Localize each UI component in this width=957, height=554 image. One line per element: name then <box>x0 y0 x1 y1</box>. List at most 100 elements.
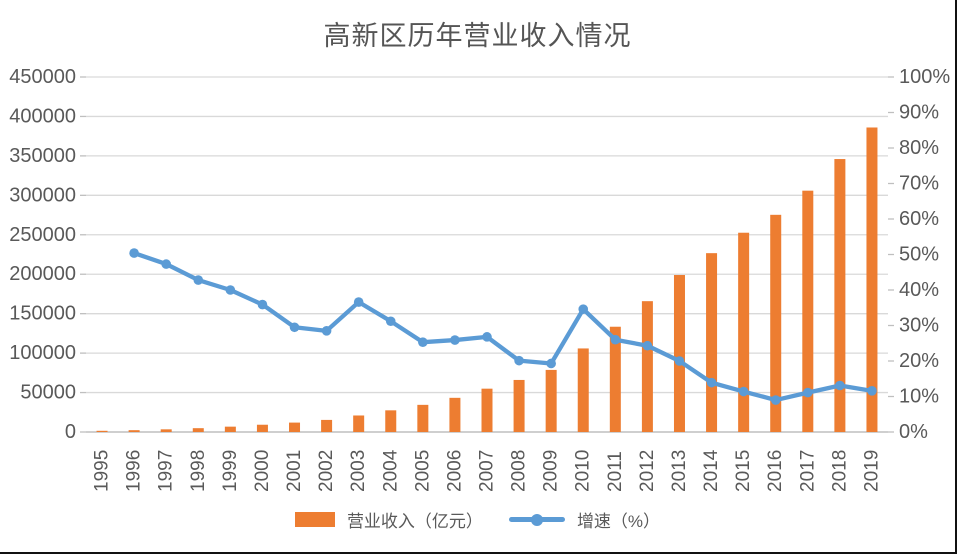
bar-2002 <box>321 419 333 432</box>
bar-2011 <box>609 326 621 432</box>
bar-2001 <box>289 422 301 432</box>
right-axis-label: 30% <box>899 315 939 337</box>
x-axis-label: 2018 <box>829 450 850 492</box>
x-axis-label: 2002 <box>316 450 337 492</box>
x-axis-label: 2017 <box>797 450 818 492</box>
x-axis-label: 2000 <box>252 450 273 492</box>
growth-point-1998 <box>193 275 204 285</box>
right-axis-label: 0% <box>899 421 928 443</box>
left-axis-label: 200000 <box>9 263 76 285</box>
x-axis-label: 2006 <box>444 450 465 492</box>
bar-2006 <box>449 397 461 432</box>
bar-2017 <box>802 190 814 432</box>
growth-line <box>131 250 875 403</box>
bar-1998 <box>192 428 204 432</box>
bar-2019 <box>866 127 878 432</box>
left-axis-label: 400000 <box>9 105 76 127</box>
growth-point-2005 <box>418 337 428 347</box>
growth-point-2014 <box>706 377 717 388</box>
legend: 营业收入（亿元） 增速（%） <box>0 507 955 532</box>
growth-point-2003 <box>353 297 364 307</box>
x-axis-label: 2012 <box>637 450 658 492</box>
x-axis-label: 1996 <box>124 450 145 492</box>
x-axis-label: 2016 <box>765 450 786 492</box>
bar-1996 <box>128 430 140 432</box>
bar-2007 <box>481 388 493 432</box>
bar-2005 <box>417 404 429 432</box>
growth-point-2012 <box>642 340 653 351</box>
x-axis-label: 2004 <box>380 449 401 492</box>
growth-point-2006 <box>450 335 460 345</box>
growth-point-2007 <box>482 332 492 342</box>
bar-2012 <box>641 301 653 432</box>
growth-point-1996 <box>129 248 139 258</box>
growth-point-2009 <box>546 358 556 369</box>
plot-area: 0 50000 100000 150000 200000 250000 300000 3500… <box>9 66 950 492</box>
legend-line-label: 增速（%） <box>576 512 661 531</box>
x-axis-label: 1999 <box>220 450 241 492</box>
growth-point-2015 <box>738 386 749 397</box>
growth-point-2001 <box>289 322 300 333</box>
growth-point-2018 <box>835 380 845 391</box>
growth-point-2017 <box>803 387 813 398</box>
x-axis-label: 2007 <box>477 450 498 492</box>
bar-2003 <box>353 415 365 432</box>
left-axis-label: 100000 <box>9 342 76 364</box>
right-axis-label: 70% <box>899 173 939 195</box>
bar-2013 <box>673 275 685 432</box>
growth-point-2013 <box>674 356 685 366</box>
x-axis-label: 2010 <box>573 450 594 492</box>
growth-point-2010 <box>578 304 589 314</box>
growth-point-2008 <box>514 355 524 366</box>
bar-2015 <box>738 232 750 432</box>
x-axis-label: 2019 <box>861 450 882 492</box>
growth-point-1997 <box>161 259 171 269</box>
x-axis-label: 2015 <box>733 450 754 492</box>
bar-2016 <box>770 214 782 432</box>
bar-1999 <box>224 426 236 432</box>
x-axis-label: 1995 <box>92 450 113 492</box>
x-axis-label: 1997 <box>156 450 177 492</box>
x-axis-label: 1998 <box>188 450 209 492</box>
left-axis-label: 0 <box>65 421 76 443</box>
bar-2008 <box>513 379 525 432</box>
growth-point-2004 <box>385 316 396 327</box>
x-axis-label: 2005 <box>412 450 433 492</box>
left-axis-label: 350000 <box>9 145 76 167</box>
chart-title: 高新区历年营业收入情况 <box>323 21 632 51</box>
bar-2000 <box>256 424 268 432</box>
right-axis-label: 20% <box>899 350 939 372</box>
bar-1995 <box>96 430 108 432</box>
x-axis-label: 2009 <box>541 450 562 492</box>
x-axis-label: 2008 <box>509 450 530 492</box>
bar-1997 <box>160 429 172 432</box>
growth-point-1999 <box>225 285 236 295</box>
legend-line-marker-icon <box>530 513 543 526</box>
left-axis-label: 250000 <box>9 224 76 246</box>
bar-2014 <box>706 253 718 432</box>
x-axis-label: 2003 <box>348 450 369 492</box>
growth-point-2019 <box>867 386 877 396</box>
left-axis-label: 450000 <box>9 66 76 88</box>
right-axis-label: 10% <box>899 386 939 408</box>
x-axis-label: 2011 <box>605 451 626 492</box>
x-axis-label: 2001 <box>284 450 305 492</box>
growth-point-2000 <box>257 299 268 310</box>
x-axis-label: 2014 <box>701 449 722 492</box>
left-axis-label: 300000 <box>9 184 76 206</box>
x-axis-label: 2013 <box>669 450 690 492</box>
bar-2009 <box>545 369 557 432</box>
right-axis-label: 100% <box>899 66 950 88</box>
right-axis-label: 60% <box>899 208 939 230</box>
right-axis-label: 80% <box>899 137 939 159</box>
right-axis-label: 50% <box>899 244 939 266</box>
left-axis-label: 150000 <box>9 303 76 325</box>
legend-line-swatch <box>508 513 565 526</box>
growth-point-2011 <box>610 334 621 345</box>
right-axis-label: 90% <box>899 102 939 124</box>
right-axis-label: 40% <box>899 279 939 301</box>
legend-bar-swatch <box>294 512 335 527</box>
growth-point-2002 <box>321 326 332 336</box>
legend-bar-label: 营业收入（亿元） <box>346 512 483 531</box>
